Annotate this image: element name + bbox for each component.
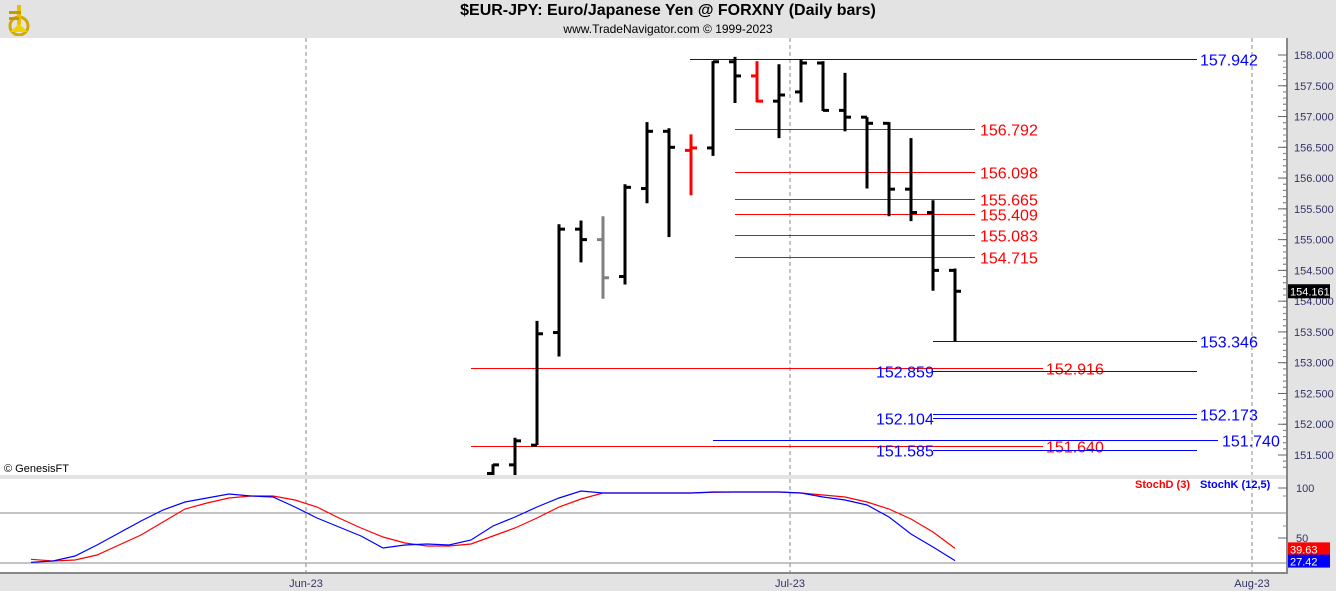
date-axis-panel xyxy=(0,573,1336,591)
ohlc-bar[interactable] xyxy=(751,61,763,103)
y-tick-label: 155.500 xyxy=(1294,204,1334,216)
level-label: 155.083 xyxy=(980,229,1038,246)
ohlc-bar[interactable] xyxy=(883,121,895,217)
ohlc-bar[interactable] xyxy=(927,200,939,291)
y-tick-label: 152.000 xyxy=(1294,419,1334,431)
chart-header: $EUR-JPY: Euro/Japanese Yen @ FORXNY (Da… xyxy=(0,0,1336,38)
chart-subtitle: www.TradeNavigator.com © 1999-2023 xyxy=(563,22,773,36)
level-label: 156.098 xyxy=(980,166,1038,183)
y-tick-label: 153.500 xyxy=(1294,327,1334,339)
level-label: 152.104 xyxy=(876,412,934,429)
ohlc-bar[interactable] xyxy=(641,122,653,204)
level-label: 151.640 xyxy=(1046,440,1104,457)
y-tick-label: 154.500 xyxy=(1294,265,1334,277)
level-label: 157.942 xyxy=(1200,53,1258,70)
price-chart[interactable]: Jun-23 Jul-23 Aug-23 158.000 157.500 157.000 1… xyxy=(0,38,1336,591)
copyright-text: © GenesisFT xyxy=(4,463,69,475)
pane-divider[interactable] xyxy=(0,475,1288,479)
y-tick-label: 154.000 xyxy=(1294,296,1334,308)
ohlc-bar[interactable] xyxy=(619,184,631,285)
last-price-label: 154.161 xyxy=(1290,286,1330,298)
ohlc-bar[interactable] xyxy=(839,72,851,132)
y-tick-label: 156.500 xyxy=(1294,142,1334,154)
ohlc-bar[interactable] xyxy=(575,220,587,263)
level-label: 152.859 xyxy=(876,365,934,382)
ohlc-bar[interactable] xyxy=(729,56,741,104)
ohlc-bar[interactable] xyxy=(817,61,829,112)
ohlc-bar[interactable] xyxy=(685,134,697,196)
stoch-y-tick-label: 100 xyxy=(1296,483,1314,495)
x-tick-label: Jun-23 xyxy=(289,578,323,590)
y-tick-label: 152.500 xyxy=(1294,388,1334,400)
ohlc-bar[interactable] xyxy=(949,268,961,342)
x-tick-label: Aug-23 xyxy=(1234,578,1269,590)
ohlc-bar[interactable] xyxy=(663,128,675,238)
stoch-value-box xyxy=(1288,554,1330,568)
ohlc-bar[interactable] xyxy=(597,216,609,299)
ohlc-bar[interactable] xyxy=(509,437,521,475)
stoch-value-box xyxy=(1288,542,1330,556)
y-tick-label: 158.000 xyxy=(1294,50,1334,62)
level-label: 153.346 xyxy=(1200,335,1258,352)
level-label: 151.585 xyxy=(876,444,934,461)
y-tick-label: 153.000 xyxy=(1294,358,1334,370)
ohlc-bar[interactable] xyxy=(487,463,499,475)
price-axis-panel xyxy=(1288,38,1336,591)
level-label: 154.715 xyxy=(980,251,1038,268)
ohlc-bar[interactable] xyxy=(861,115,873,189)
ohlc-bar[interactable] xyxy=(773,64,785,139)
stoch-value-label: 39.63 xyxy=(1290,544,1318,556)
chart-title: $EUR-JPY: Euro/Japanese Yen @ FORXNY (Da… xyxy=(460,2,876,19)
y-tick-label: 157.500 xyxy=(1294,81,1334,93)
y-tick-label: 151.500 xyxy=(1294,450,1334,462)
sextant-logo-icon xyxy=(8,5,30,36)
level-label: 155.409 xyxy=(980,208,1038,225)
stoch-value-label: 27.42 xyxy=(1290,557,1318,569)
last-price-box xyxy=(1288,284,1330,299)
x-tick-label: Jul-23 xyxy=(775,578,805,590)
y-tick-label: 157.000 xyxy=(1294,112,1334,124)
stoch-y-tick-label: 50 xyxy=(1296,533,1308,545)
price-pane[interactable] xyxy=(0,38,1288,475)
level-label: 156.792 xyxy=(980,123,1038,140)
ohlc-bar[interactable] xyxy=(905,138,917,222)
level-label: 151.740 xyxy=(1222,434,1280,451)
level-label: 152.173 xyxy=(1200,408,1258,425)
stochk-line[interactable] xyxy=(30,490,956,563)
ohlc-bar[interactable] xyxy=(531,320,543,447)
stochastic-pane[interactable] xyxy=(0,479,1288,573)
ohlc-bar[interactable] xyxy=(553,224,565,357)
legend-stochd: StochD (3) xyxy=(1135,479,1190,491)
level-label: 152.916 xyxy=(1046,362,1104,379)
y-tick-label: 156.000 xyxy=(1294,173,1334,185)
level-label: 155.665 xyxy=(980,193,1038,210)
y-tick-label: 155.000 xyxy=(1294,235,1334,247)
ohlc-bar[interactable] xyxy=(707,60,719,156)
legend-stochk: StochK (12,5) xyxy=(1200,479,1271,491)
ohlc-bar[interactable] xyxy=(795,59,807,103)
